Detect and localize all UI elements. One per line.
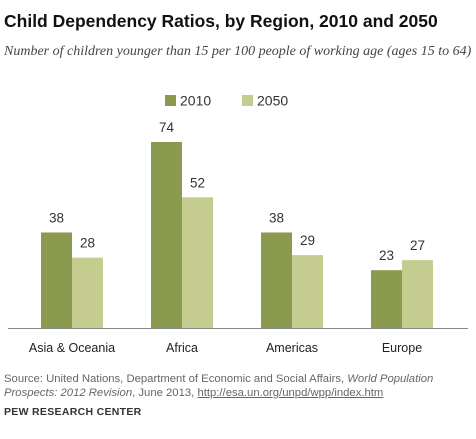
category-label: Europe <box>382 341 422 355</box>
bar-2010 <box>261 232 292 328</box>
bar-2050 <box>402 260 433 328</box>
category-label: Africa <box>166 341 198 355</box>
bar-2050 <box>292 255 323 328</box>
source-link[interactable]: http://esa.un.org/unpd/wpp/index.htm <box>197 387 384 399</box>
legend-label-2010: 2010 <box>180 93 211 109</box>
bar-2010 <box>41 232 72 328</box>
bar-2010 <box>371 270 402 328</box>
source-prefix: Source: United Nations, Department of Ec… <box>4 373 348 385</box>
legend-swatch-2050 <box>242 95 253 106</box>
source-suffix: , June 2013, <box>132 387 198 399</box>
bar-chart: 2010 2050 38 28 Asia & Oceania 74 52 Africa 38 29… <box>8 93 468 355</box>
bar-value-label: 38 <box>269 210 284 225</box>
bar-2050 <box>182 197 213 328</box>
source-note: Source: United Nations, Department of Ec… <box>4 372 474 400</box>
source-publication: World Population Prospects: 2012 Revisio… <box>4 373 434 399</box>
bar-value-label: 52 <box>190 175 205 190</box>
category-label: Americas <box>266 341 318 355</box>
chart-subtitle: Number of children younger than 15 per 1… <box>4 44 472 59</box>
legend-label-2050: 2050 <box>257 93 288 109</box>
bar-value-label: 74 <box>159 120 175 135</box>
bar-value-label: 38 <box>49 210 64 225</box>
chart-title: Child Dependency Ratios, by Region, 2010… <box>4 11 438 31</box>
bar-value-label: 28 <box>80 236 95 251</box>
bar-value-label: 23 <box>379 248 394 263</box>
bar-value-label: 29 <box>300 233 315 248</box>
legend-swatch-2010 <box>165 95 176 106</box>
bar-2010 <box>151 142 182 328</box>
category-label: Asia & Oceania <box>29 341 115 355</box>
bar-2050 <box>72 257 103 328</box>
bar-value-label: 27 <box>410 238 425 253</box>
organization-name: PEW RESEARCH CENTER <box>4 406 142 418</box>
